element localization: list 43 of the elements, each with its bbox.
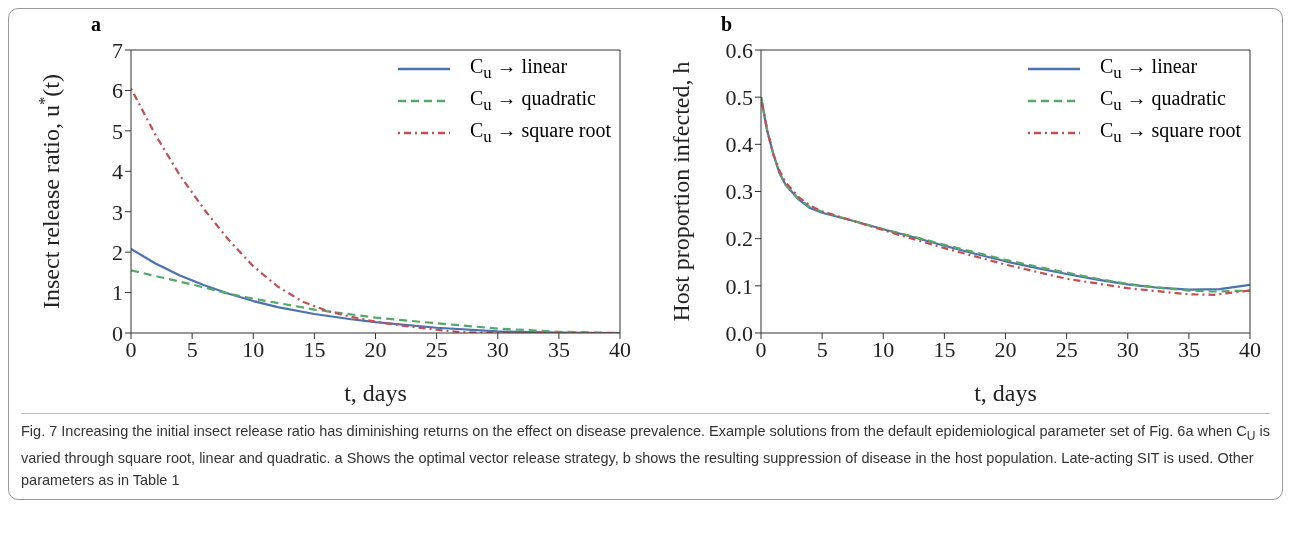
y-tick-label: 0.5 (725, 84, 753, 110)
y-tick-label: 0.6 (725, 37, 753, 63)
x-tick-label: 40 (609, 336, 631, 362)
legend-label: C$_{u}$ → quadratic (469, 87, 596, 115)
x-tick-label: 30 (486, 336, 509, 362)
y-tick-label: 3 (112, 199, 123, 225)
y-tick-label: 0.4 (725, 132, 753, 158)
y-tick-label: 0.0 (725, 320, 753, 346)
x-tick-label: 15 (933, 336, 956, 362)
y-tick-label: 7 (112, 37, 123, 63)
legend-label: C$_{u}$ → quadratic (1099, 87, 1226, 115)
x-tick-label: 30 (1116, 336, 1139, 362)
y-tick-label: 2 (112, 239, 123, 265)
y-tick-label: 0 (112, 320, 123, 346)
caption: Fig. 7 Increasing the initial insect release ratio has diminishing returns on the effect on disease prevalence. Example solutions from the default epidemiological parameter set of Fig. 6a when C$_{U}$ is varied through square root, linear and quadratic. a Shows the optimal vector release strategy, b shows the resulting suppression of disease in the host population. Late-acting SIT is used. Other parameters as in Table 1 (21, 413, 1270, 491)
y-tick-label: 4 (112, 159, 123, 185)
x-tick-label: 5 (186, 336, 198, 362)
x-tick-label: 5 (816, 336, 828, 362)
x-tick-label: 25 (425, 336, 448, 362)
legend-label: C$_{u}$ → square root (469, 119, 611, 147)
chart-title: a (91, 13, 101, 36)
y-tick-label: 0.1 (725, 273, 753, 299)
legend-label: C$_{u}$ → square root (1099, 119, 1241, 147)
chart-title: b (721, 13, 733, 36)
x-tick-label: 35 (1177, 336, 1200, 362)
x-axis-title: t, days (974, 380, 1037, 406)
y-axis-title: Host proportion infected, h (668, 61, 694, 322)
x-tick-label: 10 (242, 336, 265, 362)
x-axis-title: t, days (344, 380, 407, 406)
legend-label: C$_{u}$ → linear (469, 55, 568, 83)
y-tick-label: 1 (112, 280, 123, 306)
y-tick-label: 5 (112, 118, 123, 144)
y-tick-label: 0.2 (725, 226, 753, 252)
x-tick-label: 20 (364, 336, 387, 362)
x-tick-label: 20 (994, 336, 1017, 362)
y-tick-label: 0.3 (725, 179, 753, 205)
x-tick-label: 25 (1055, 336, 1078, 362)
x-tick-label: 15 (303, 336, 326, 362)
legend-label: C$_{u}$ → linear (1099, 55, 1198, 83)
x-tick-label: 35 (547, 336, 570, 362)
x-tick-label: 40 (1239, 336, 1261, 362)
x-tick-label: 10 (872, 336, 895, 362)
y-tick-label: 6 (112, 78, 123, 104)
